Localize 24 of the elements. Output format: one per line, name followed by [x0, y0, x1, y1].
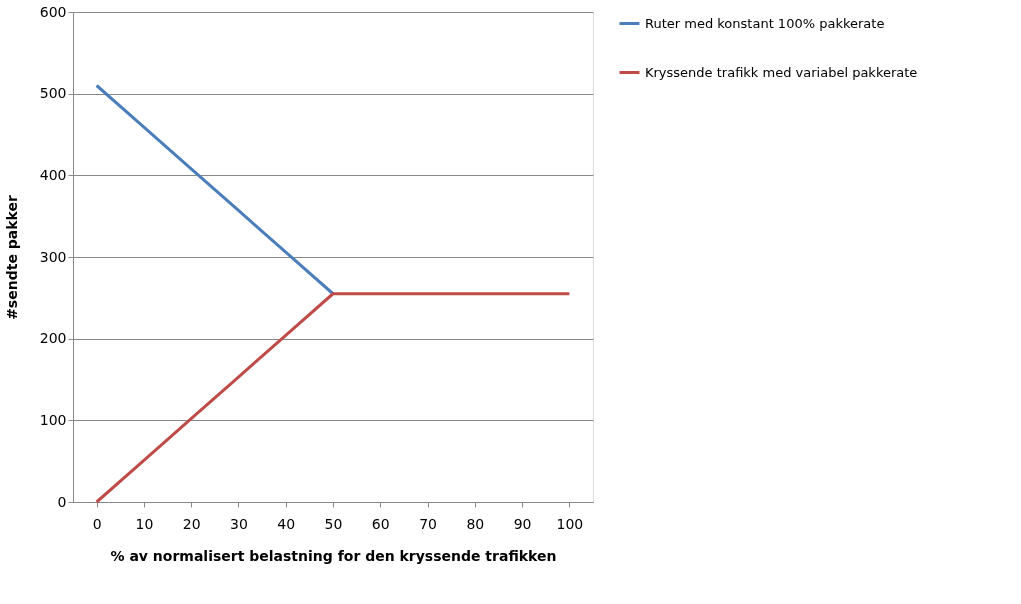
- y-tick-label: 200: [39, 330, 67, 347]
- x-tick-label: 70: [419, 515, 437, 532]
- y-tick-label: 300: [39, 248, 67, 265]
- line-series: [95, 84, 335, 296]
- x-tick-label: 10: [135, 515, 154, 532]
- line-series: [95, 292, 571, 504]
- legend-label: Ruter med konstant 100% pakkerate: [645, 15, 885, 31]
- x-tick-label: 60: [371, 515, 390, 532]
- x-tick-label: 0: [92, 515, 102, 532]
- x-tick-label: 40: [277, 515, 296, 532]
- x-tick-label: 30: [230, 515, 248, 532]
- y-tick-label: 600: [39, 3, 67, 20]
- x-tick-label: 80: [466, 515, 485, 532]
- x-axis-title: % av normalisert belastning for den kryssende trafikken: [110, 547, 557, 564]
- y-tick-label: 100: [39, 411, 67, 428]
- y-axis-title: #sendte pakker: [3, 195, 20, 320]
- y-tick-label: 400: [39, 166, 67, 183]
- y-tick-label: 500: [39, 85, 67, 102]
- x-tick-label: 100: [556, 515, 584, 532]
- y-tick-label: 0: [57, 493, 67, 510]
- x-tick-label: 20: [182, 515, 201, 532]
- legend-label: Kryssende trafikk med variabel pakkerate: [645, 64, 918, 80]
- x-tick-label: 90: [513, 515, 532, 532]
- x-tick-label: 50: [324, 515, 343, 532]
